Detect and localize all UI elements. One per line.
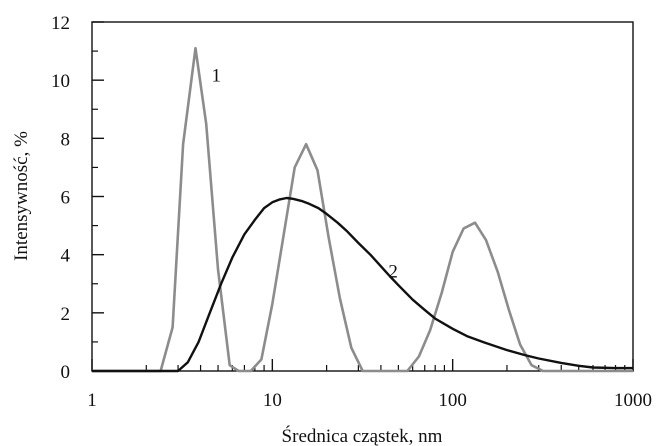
series-2-line	[92, 196, 633, 373]
x-tick-label: 1000	[614, 390, 652, 411]
series-layer: 12	[92, 46, 633, 373]
y-axis-title: Intensywność, %	[11, 131, 32, 261]
y-tick-label: 0	[61, 362, 71, 383]
x-axis-title: Średnica cząstek, nm	[282, 425, 443, 446]
x-axis: 1 10 100 1000	[87, 359, 652, 411]
x-tick-label: 100	[438, 390, 467, 411]
y-tick-label: 10	[51, 71, 70, 92]
y-axis: 0 2 4 6 8 10 12	[51, 13, 104, 383]
y-tick-label: 8	[61, 129, 71, 150]
series-1-line	[92, 46, 633, 373]
series-1-label: 1	[212, 65, 222, 86]
y-tick-label: 12	[51, 13, 70, 34]
series-2-label: 2	[388, 262, 398, 283]
x-tick-label: 10	[263, 390, 282, 411]
x-tick-label: 1	[87, 390, 97, 411]
y-tick-label: 4	[61, 246, 71, 267]
y-tick-label: 6	[61, 188, 71, 209]
y-tick-label: 2	[61, 304, 71, 325]
